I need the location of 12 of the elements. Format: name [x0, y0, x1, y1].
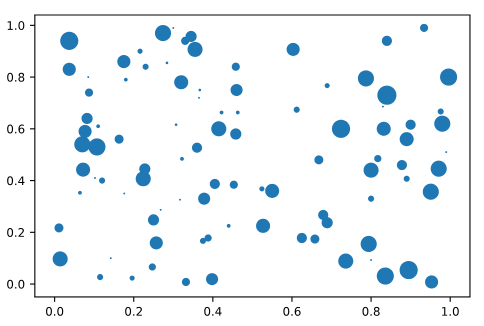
y-tick-label: 1.0	[8, 21, 24, 30]
y-tick-label: 0.2	[7, 228, 24, 237]
y-tick-label: 0.0	[7, 280, 24, 289]
y-tick-label: 0.6	[7, 124, 24, 134]
x-tick-label: 0.2	[125, 306, 142, 316]
x-tick-label: 0.4	[204, 306, 222, 316]
x-tick-label: 0.8	[362, 306, 380, 316]
x-tick-label: 1.0	[442, 306, 459, 316]
y-tick-label: 0.8	[7, 72, 24, 82]
x-tick-label: 0.0	[46, 306, 64, 316]
y-tick-label: 0.4	[7, 176, 24, 186]
x-tick-label: 0.6	[283, 306, 301, 316]
